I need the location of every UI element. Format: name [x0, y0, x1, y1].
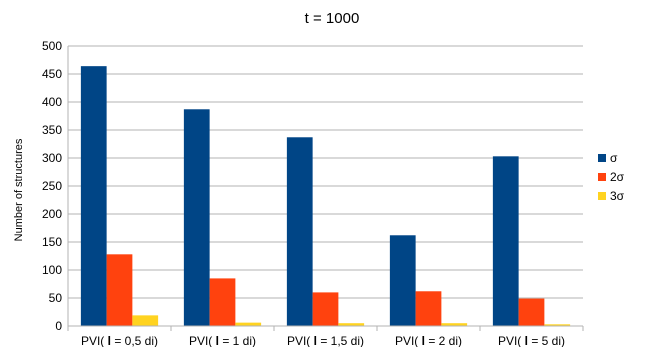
legend-label: 3σ	[610, 189, 625, 203]
bar	[312, 292, 339, 326]
chart-title: t = 1000	[304, 10, 360, 27]
y-tick-label: 300	[42, 151, 62, 165]
bar	[338, 323, 365, 326]
bar	[544, 324, 571, 326]
bar	[132, 315, 159, 326]
bar	[235, 322, 262, 326]
y-tick-label: 250	[42, 179, 62, 193]
x-tick-label: PVI( l = 2 di)	[395, 334, 462, 347]
bar	[415, 291, 442, 326]
bar	[183, 109, 210, 326]
legend-item: σ	[598, 150, 624, 166]
y-tick-label: 200	[42, 207, 62, 221]
legend-label: σ	[610, 151, 618, 165]
y-tick-label: 100	[42, 263, 62, 277]
y-tick-label: 400	[42, 95, 62, 109]
x-tick-label: PVI( l = 1,5 di)	[287, 334, 364, 347]
y-tick-label: 500	[42, 39, 62, 53]
y-tick-label: 50	[49, 291, 63, 305]
x-tick-label: PVI( l = 0,5 di)	[81, 334, 158, 347]
y-tick-label: 350	[42, 123, 62, 137]
y-tick-label: 0	[55, 319, 62, 333]
y-tick-label: 450	[42, 67, 62, 81]
legend: σ 2σ 3σ	[598, 150, 624, 207]
legend-swatch	[598, 192, 606, 200]
legend-label: 2σ	[610, 170, 625, 184]
bar	[80, 66, 107, 326]
legend-swatch	[598, 173, 606, 181]
bar	[518, 298, 545, 326]
legend-item: 2σ	[598, 169, 624, 185]
bar	[209, 278, 236, 326]
legend-item: 3σ	[598, 188, 624, 204]
y-tick-label: 150	[42, 235, 62, 249]
bar	[286, 137, 313, 326]
bar	[106, 254, 133, 326]
bar	[389, 235, 416, 326]
bar	[492, 156, 519, 326]
bar	[441, 323, 468, 326]
legend-swatch	[598, 154, 606, 162]
x-tick-label: PVI( l = 1 di)	[189, 334, 256, 347]
x-tick-label: PVI( l = 5 di)	[498, 334, 565, 347]
